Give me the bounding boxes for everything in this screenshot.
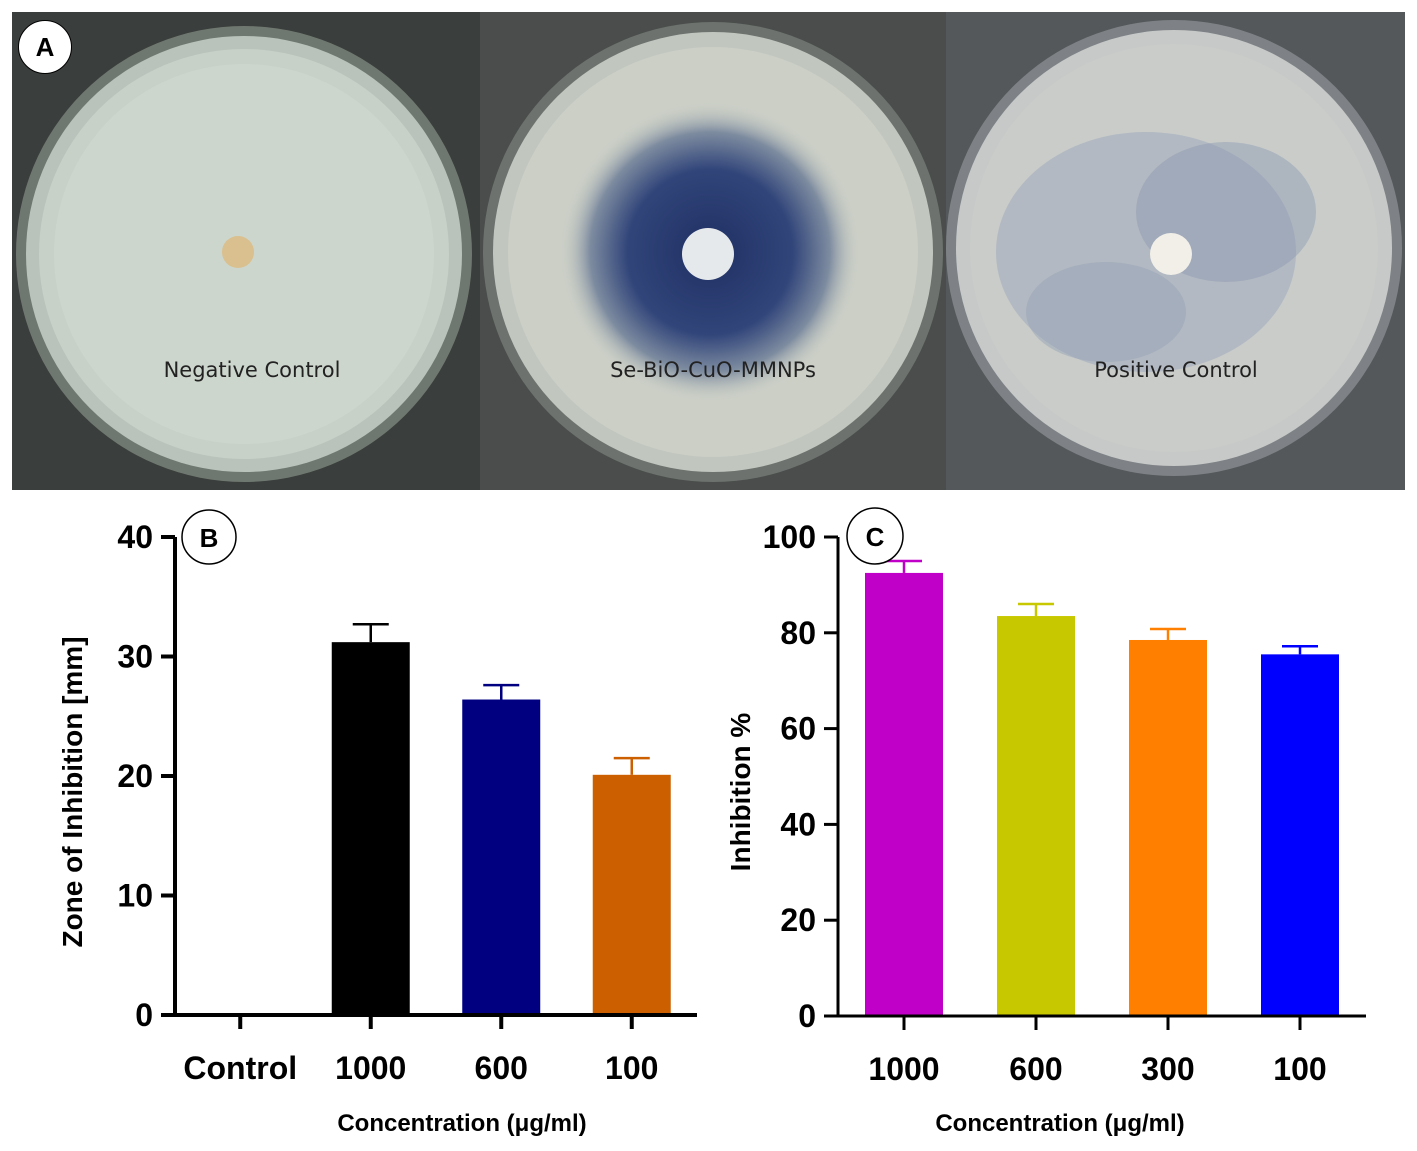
chart-c-bar-1 xyxy=(997,616,1075,1016)
chart-c-ytick-label-1: 20 xyxy=(780,902,816,938)
petri-dish-se-bio-cuo: Se-BiO-CuO-MMNPs xyxy=(480,12,946,490)
petri-dish-negative-control-image: Negative Control xyxy=(12,12,480,490)
chart-c-ytick-label-0: 0 xyxy=(798,998,816,1034)
chart-c-bar-3 xyxy=(1261,654,1339,1016)
chart-c-errorbars xyxy=(886,559,1318,655)
chart-b-ytick-label-0: 0 xyxy=(135,997,153,1033)
chart-c-ytick-label-4: 80 xyxy=(780,615,816,651)
chart-c-panel-label: C xyxy=(866,522,885,552)
chart-c-ytick-label-2: 40 xyxy=(780,806,816,842)
chart-c-xtick-label-2: 300 xyxy=(1141,1051,1194,1087)
petri-dish-positive-control-image: Positive Control xyxy=(946,12,1405,490)
chart-c-bars xyxy=(865,572,1339,1016)
chart-c-yticks: 0 20 40 60 80 100 xyxy=(763,519,838,1034)
chart-c-ytick-label-5: 100 xyxy=(763,519,816,555)
chart-c-panel-badge xyxy=(846,507,904,565)
chart-c-bar-0 xyxy=(865,572,943,1016)
chart-b-bar-3 xyxy=(592,774,671,1015)
panel-a-photo-strip: Negative Control Se-BiO-CuO-MMNPs xyxy=(12,12,1405,490)
petri-dish-negative-control: Negative Control xyxy=(12,12,480,490)
chart-c-bar-2 xyxy=(1129,639,1207,1016)
se-bio-cuo-caption: Se-BiO-CuO-MMNPs xyxy=(610,358,816,382)
positive-control-caption: Positive Control xyxy=(1094,358,1258,382)
chart-b-ytick-label-3: 30 xyxy=(117,639,153,675)
chart-c-xlabel: Concentration (μg/ml) xyxy=(935,1110,1184,1137)
chart-b-ytick-label-2: 20 xyxy=(117,758,153,794)
chart-b-panel-label: B xyxy=(200,523,219,553)
se-bio-cuo-disk xyxy=(682,228,734,280)
chart-c-xtick-label-0: 1000 xyxy=(868,1051,939,1087)
chart-b-xticks: Control 1000 600 100 xyxy=(183,1015,658,1086)
panel-a-label: A xyxy=(18,20,72,74)
chart-b-bar-1 xyxy=(331,642,410,1015)
negative-control-caption: Negative Control xyxy=(164,358,341,382)
chart-c-xtick-label-3: 100 xyxy=(1273,1051,1326,1087)
chart-c-xtick-label-1: 600 xyxy=(1009,1051,1062,1087)
chart-b-bar-2 xyxy=(462,699,541,1015)
chart-b-xtick-label-1: 1000 xyxy=(335,1050,406,1086)
negative-control-disk xyxy=(222,236,254,268)
chart-c-xticks: 1000 600 300 100 xyxy=(868,1016,1327,1087)
chart-c-ylabel: Inhibition % xyxy=(725,713,756,872)
chart-b-ytick-label-1: 10 xyxy=(117,878,153,914)
chart-b-panel-badge xyxy=(181,509,237,565)
petri-dish-positive-control: Positive Control xyxy=(946,12,1405,490)
chart-b-zone-of-inhibition: 0 10 20 30 40 Control 1000 600 100 Zone of Inhi… xyxy=(57,509,697,1137)
chart-b-xtick-label-3: 100 xyxy=(605,1050,658,1086)
petri-dish-se-bio-cuo-image: Se-BiO-CuO-MMNPs xyxy=(480,12,946,490)
chart-b-bars xyxy=(331,642,671,1015)
chart-b-ylabel: Zone of Inhibition [mm] xyxy=(57,636,88,947)
positive-control-disk xyxy=(1150,233,1192,275)
chart-c-ytick-label-3: 60 xyxy=(780,711,816,747)
chart-b-errorbars xyxy=(352,622,650,775)
chart-b-xlabel: Concentration (μg/ml) xyxy=(337,1110,586,1137)
chart-b-ytick-label-4: 40 xyxy=(117,519,153,555)
chart-b-xtick-label-0: Control xyxy=(183,1050,297,1086)
chart-b-xtick-label-2: 600 xyxy=(475,1050,528,1086)
chart-b-yticks: 0 10 20 30 40 xyxy=(117,519,175,1033)
